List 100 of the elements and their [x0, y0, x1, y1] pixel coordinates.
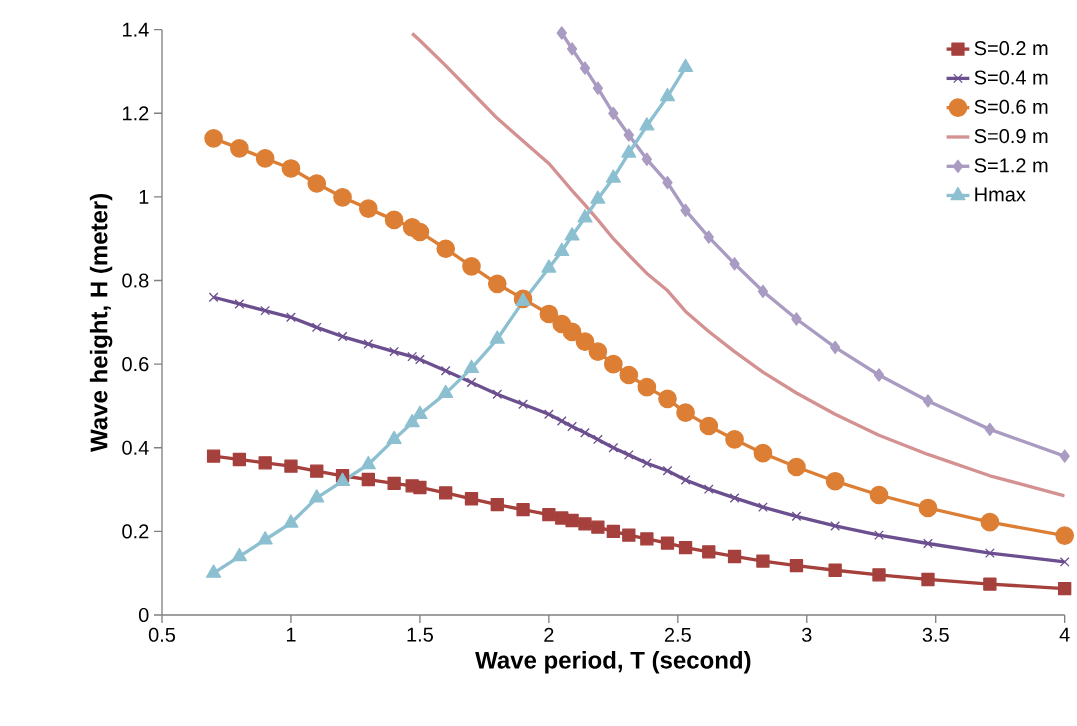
point	[361, 472, 375, 487]
point	[588, 342, 608, 361]
point	[230, 139, 249, 158]
point	[921, 572, 935, 587]
point	[386, 430, 402, 445]
point	[281, 159, 301, 178]
point	[387, 476, 401, 490]
x-tick-label: 2.5	[664, 627, 691, 642]
x-tick-label: 3.5	[922, 627, 949, 642]
point	[787, 457, 806, 477]
point	[677, 58, 694, 72]
x-tick-label: 2	[544, 627, 554, 642]
legend-label: Hmax	[975, 187, 1026, 202]
legend-label: S=0.6 m	[974, 99, 1048, 114]
point	[641, 152, 653, 166]
point	[608, 442, 619, 453]
line-series	[410, 31, 1065, 498]
point	[757, 284, 769, 299]
y-tick-label: 0.6	[122, 357, 149, 372]
point	[676, 403, 695, 422]
x-tick-label: 4	[1059, 627, 1070, 642]
y-tick-label: 0.4	[122, 440, 149, 455]
point	[466, 377, 477, 388]
x-tick-label: 0.5	[148, 627, 176, 642]
point	[639, 117, 655, 131]
point	[641, 458, 652, 469]
point	[640, 532, 654, 546]
point	[727, 549, 742, 564]
point	[208, 292, 219, 303]
point	[605, 169, 621, 183]
legend-label: S=1.2 m	[974, 158, 1048, 173]
point	[404, 414, 420, 428]
point	[825, 471, 845, 491]
point	[556, 416, 567, 426]
point	[830, 521, 841, 531]
point	[516, 502, 530, 517]
point	[358, 199, 378, 218]
legend-label: S=0.9 m	[974, 129, 1048, 144]
point	[360, 455, 376, 470]
legend-label: S=0.2 m	[974, 41, 1048, 56]
point	[565, 513, 579, 528]
point	[753, 443, 773, 463]
point	[309, 489, 325, 503]
point	[518, 399, 528, 410]
point	[791, 511, 802, 522]
point	[286, 312, 296, 323]
point	[489, 330, 505, 344]
point	[592, 434, 603, 445]
point	[307, 174, 327, 193]
point	[562, 322, 582, 342]
point	[255, 149, 275, 168]
point	[413, 480, 427, 495]
point	[337, 331, 348, 342]
point	[591, 520, 605, 534]
point	[621, 144, 637, 158]
point	[829, 340, 841, 355]
point	[872, 568, 886, 582]
point	[789, 558, 804, 573]
point	[440, 365, 451, 376]
point	[564, 227, 580, 241]
y-tick-label: 1.4	[123, 22, 149, 37]
point	[487, 274, 507, 294]
y-tick-label: 0	[138, 607, 149, 623]
point	[623, 449, 634, 460]
legend-label: S=0.4 m	[974, 70, 1048, 85]
x-axis-title: Wave period, T (second)	[475, 651, 751, 674]
point	[310, 464, 324, 478]
point	[333, 187, 352, 207]
point	[389, 346, 400, 357]
point	[204, 129, 223, 148]
point	[311, 322, 322, 333]
point	[284, 459, 298, 473]
point	[873, 368, 885, 382]
point	[567, 421, 577, 432]
point	[578, 517, 592, 531]
y-tick-label: 0.2	[122, 524, 149, 539]
point	[680, 475, 691, 485]
point	[680, 203, 691, 217]
point	[702, 545, 716, 559]
point	[592, 81, 604, 95]
point	[608, 106, 619, 120]
point	[234, 299, 245, 309]
x-tick-label: 1	[286, 627, 296, 642]
point	[539, 304, 559, 324]
point	[659, 87, 676, 102]
point	[257, 531, 273, 545]
point	[543, 409, 554, 420]
point	[590, 190, 606, 204]
point	[699, 416, 719, 436]
point	[980, 512, 1000, 532]
point	[923, 538, 933, 549]
point	[984, 548, 995, 559]
point	[363, 339, 374, 349]
point	[660, 536, 675, 550]
point	[541, 259, 557, 273]
point	[758, 502, 768, 513]
point	[922, 394, 934, 408]
point	[1058, 581, 1072, 596]
point	[1059, 556, 1070, 567]
point	[542, 507, 556, 522]
